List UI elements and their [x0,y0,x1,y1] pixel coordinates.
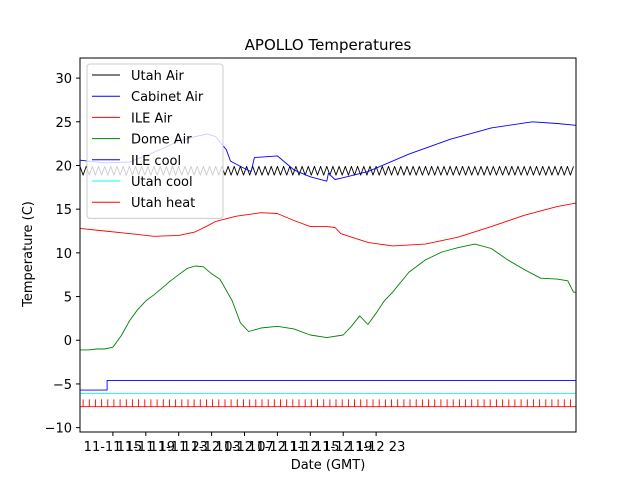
x-tick-label: 11-12 07 [215,440,273,455]
x-tick-label: 11-11 15 [84,440,142,455]
x-axis-label: Date (GMT) [291,458,366,473]
legend-label: Utah cool [131,175,193,190]
x-tick-label: 11-12 23 [347,440,405,455]
legend-label: Utah heat [131,196,195,211]
x-tick-label: 11-12 03 [182,440,240,455]
chart-title: APOLLO Temperatures [245,36,412,54]
x-tick-label: 11-12 11 [248,440,306,455]
x-tick-label: 11-11 19 [117,440,175,455]
y-tick-label: 30 [55,72,72,87]
x-tick-label: 11-12 19 [314,440,372,455]
y-tick-label: 10 [55,247,72,262]
series-line-ile-air [80,202,576,247]
y-tick-label: 25 [55,116,72,131]
x-tick-label: 11-12 15 [281,440,339,455]
legend-box [86,63,224,219]
y-tick-label: −10 [45,422,72,437]
legend-label: Utah Air [131,69,184,84]
y-tick-label: −5 [53,378,72,393]
legend-label: Dome Air [131,133,192,148]
legend-label: ILE Air [131,111,173,126]
series-line-dome-air [80,243,576,351]
x-tick-label: 11-11 23 [149,440,207,455]
y-tick-label: 0 [64,334,72,349]
legend: Utah Air Cabinet Air ILE Air Dome Air ILE co… [86,63,224,219]
y-tick-label: 15 [55,203,72,218]
y-axis-label: Temperature (C) [21,201,36,308]
legend-label: Cabinet Air [131,90,204,105]
legend-label: ILE cool [131,154,181,169]
series-line-ile-cool [80,379,576,391]
series-line-utah-heat [80,399,576,408]
plot-frame [79,57,577,433]
y-tick-label: 5 [64,291,72,306]
y-tick-label: 20 [55,159,72,174]
